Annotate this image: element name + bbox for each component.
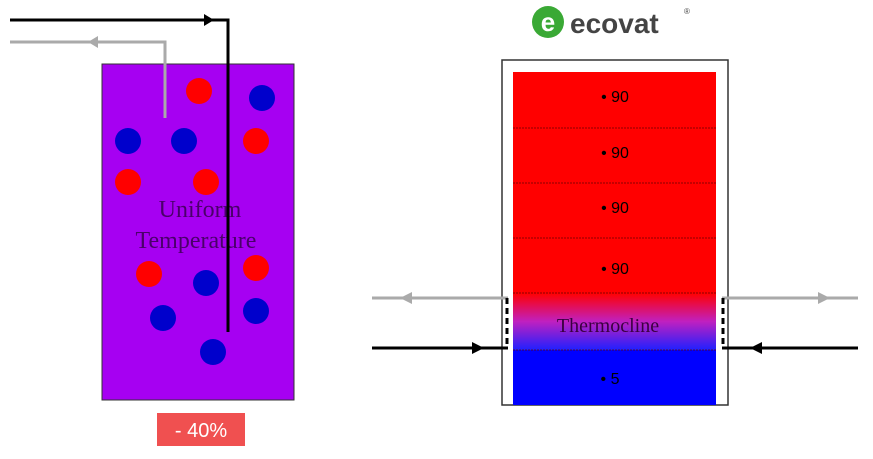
layer-label: • 90 [601, 261, 629, 278]
badge-text: - 40% [175, 420, 227, 442]
logo-icon [532, 6, 564, 38]
svg-text:e: e [541, 7, 555, 37]
layer-label: Thermocline [557, 315, 659, 337]
layer-dividers [513, 127, 716, 351]
uniform-tank [101, 63, 295, 401]
hot-layer [513, 72, 716, 293]
badge [157, 413, 245, 446]
arrow [818, 292, 830, 304]
arrow [750, 342, 762, 354]
layer-label: • 90 [601, 145, 629, 162]
arrow [204, 14, 214, 26]
particles [115, 78, 275, 365]
thermocline-layer [513, 293, 716, 350]
logo-text: ecovat [570, 8, 659, 39]
arrow [400, 292, 412, 304]
layer-label: • 90 [601, 200, 629, 217]
tank-label: Temperature [136, 228, 257, 254]
cold-layer [513, 350, 716, 405]
arrow [472, 342, 484, 354]
arrow [88, 36, 98, 48]
inflow-pipe [10, 18, 230, 332]
layer-label: • 5 [601, 371, 620, 388]
logo-mark: ® [684, 7, 690, 16]
outflow-pipe [10, 40, 167, 118]
layer-label: • 90 [601, 89, 629, 106]
